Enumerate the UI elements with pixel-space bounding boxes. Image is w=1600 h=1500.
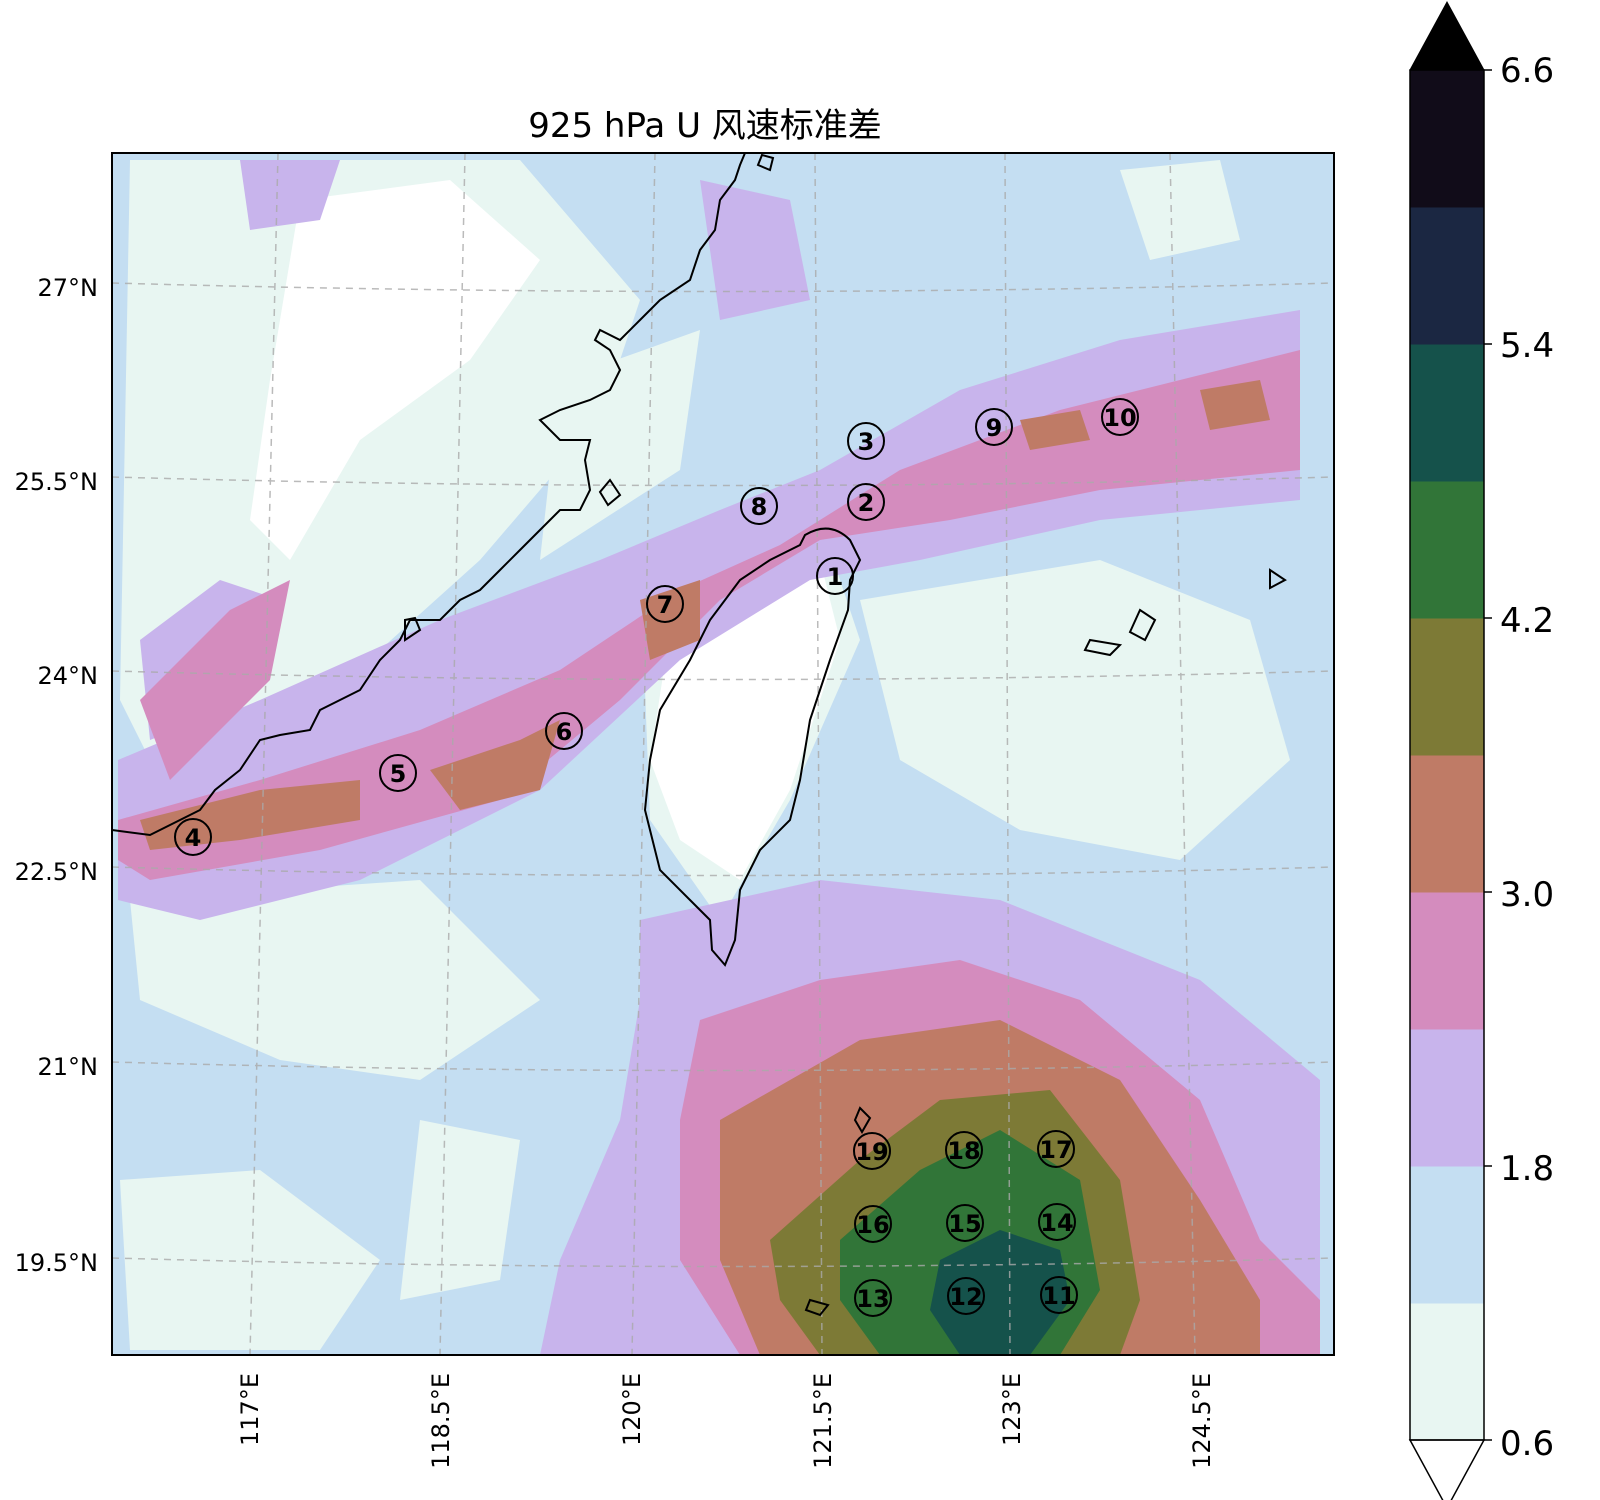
colorbar-segment	[1410, 481, 1484, 619]
station-marker: 12	[947, 1277, 985, 1315]
colorbar-segment	[1410, 1029, 1484, 1167]
station-marker: 6	[545, 712, 583, 750]
coastlines	[112, 153, 1287, 1317]
station-marker: 8	[740, 487, 778, 525]
map-frame	[111, 152, 1335, 1356]
colorbar	[1408, 0, 1492, 1500]
colorbar-extend-max	[1409, 0, 1485, 71]
lat-label: 22.5°N	[15, 858, 98, 886]
colorbar-segment	[1410, 892, 1484, 1030]
station-marker: 11	[1040, 1276, 1078, 1314]
station-label: 1	[827, 563, 844, 591]
station-marker: 9	[975, 408, 1013, 446]
station-label: 11	[1042, 1282, 1075, 1310]
station-label: 8	[751, 493, 768, 521]
station-marker: 18	[945, 1131, 983, 1169]
station-marker: 15	[946, 1204, 984, 1242]
colorbar-segment	[1410, 207, 1484, 345]
station-label: 14	[1040, 1209, 1073, 1237]
colorbar-segment	[1410, 344, 1484, 482]
station-marker: 1	[816, 557, 854, 595]
station-label: 3	[858, 428, 875, 456]
colorbar-extend-min	[1408, 1439, 1486, 1500]
station-label: 13	[856, 1285, 889, 1313]
station-marker: 13	[854, 1279, 892, 1317]
lon-label: 124.5°E	[1188, 1373, 1216, 1469]
station-marker: 10	[1101, 398, 1139, 436]
station-label: 16	[856, 1211, 889, 1239]
lat-label: 24°N	[38, 662, 99, 690]
lon-label: 118.5°E	[427, 1373, 455, 1469]
station-label: 15	[948, 1210, 981, 1238]
station-label: 2	[858, 489, 875, 517]
station-label: 12	[949, 1283, 982, 1311]
lon-labels: 117°E 118.5°E 120°E 121.5°E 123°E 124.5°…	[236, 1373, 1216, 1469]
colorbar-tick-label: 5.4	[1500, 326, 1554, 366]
core-regions-6	[930, 1230, 1070, 1355]
station-label: 6	[556, 718, 573, 746]
lon-label: 120°E	[618, 1373, 646, 1446]
station-label: 18	[947, 1137, 980, 1165]
colorbar-frame	[1409, 69, 1485, 1441]
station-marker: 16	[854, 1205, 892, 1243]
lat-label: 25.5°N	[15, 468, 98, 496]
colorbar-segment	[1410, 755, 1484, 893]
station-label: 5	[390, 760, 407, 788]
map-title: 925 hPa U 风速标准差	[528, 106, 882, 146]
station-label: 7	[657, 591, 674, 619]
station-marker: 4	[174, 818, 212, 856]
station-marker: 19	[853, 1132, 891, 1170]
low-std-regions	[120, 160, 1290, 1350]
lat-label: 21°N	[38, 1053, 99, 1081]
station-label: 9	[986, 414, 1003, 442]
lon-label: 117°E	[236, 1373, 264, 1446]
colorbar-segment	[1410, 1166, 1484, 1304]
station-marker: 5	[379, 754, 417, 792]
lat-label: 27°N	[38, 274, 99, 302]
lon-label: 121.5°E	[809, 1373, 837, 1469]
station-label: 10	[1103, 404, 1136, 432]
station-marker: 14	[1038, 1203, 1076, 1241]
colorbar-tick-label: 6.6	[1500, 51, 1554, 91]
colorbar-tick-label: 0.6	[1500, 1424, 1554, 1464]
stations: 1 2 3 4 5 6 7 8 9 10 11 12 13 14 15 16 1…	[174, 398, 1139, 1317]
colorbar-tick-label: 1.8	[1500, 1149, 1554, 1189]
lat-label: 19.5°N	[15, 1249, 98, 1277]
colorbar-segment	[1410, 618, 1484, 756]
station-label: 19	[855, 1138, 888, 1166]
station-marker: 17	[1037, 1130, 1075, 1168]
station-marker: 7	[646, 585, 684, 623]
map-area: 1 2 3 4 5 6 7 8 9 10 11 12 13 14 15 16 1…	[112, 153, 1334, 1355]
colorbar-tick-label: 4.2	[1500, 601, 1554, 641]
station-marker: 2	[847, 483, 885, 521]
station-label: 17	[1039, 1136, 1072, 1164]
lon-label: 123°E	[998, 1373, 1026, 1446]
gridlines	[112, 153, 1334, 1355]
colorbar-labels: 6.6 5.4 4.2 3.0 1.8 0.6	[1500, 51, 1554, 1464]
station-marker: 3	[847, 422, 885, 460]
colorbar-tick-label: 3.0	[1500, 875, 1554, 915]
colorbar-segment	[1410, 1303, 1484, 1441]
colorbar-segment	[1410, 70, 1484, 208]
station-label: 4	[185, 824, 202, 852]
lat-labels: 27°N 25.5°N 24°N 22.5°N 21°N 19.5°N	[15, 274, 98, 1277]
